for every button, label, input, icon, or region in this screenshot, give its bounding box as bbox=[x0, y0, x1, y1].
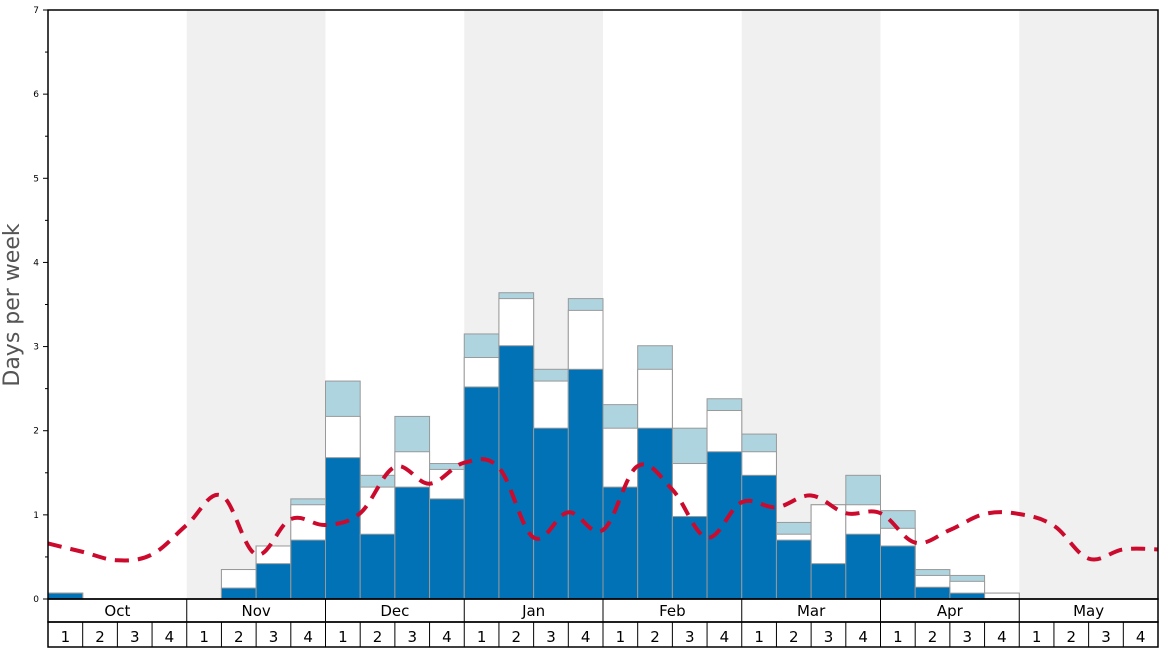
bar-primary bbox=[949, 592, 986, 600]
y-axis-label: Days per week bbox=[0, 223, 25, 386]
bar-primary bbox=[498, 345, 535, 600]
bar-primary bbox=[429, 498, 465, 600]
bars bbox=[47, 292, 1020, 600]
week-label: 3 bbox=[962, 628, 972, 646]
bar-primary bbox=[845, 533, 881, 600]
x-axis: Oct 1 2 3 4 Nov 1 2 3 4 Dec 1 2 3 4 Jan 1 2 3 4 Feb 1 2 3 4 Mar 1 2… bbox=[61, 599, 1146, 647]
month-label-oct: Oct bbox=[104, 602, 130, 620]
week-label: 4 bbox=[165, 628, 175, 646]
week-label: 1 bbox=[199, 628, 209, 646]
bar-primary bbox=[359, 533, 396, 600]
bar-secondary bbox=[984, 592, 1020, 600]
week-label: 2 bbox=[95, 628, 105, 646]
bar-primary bbox=[567, 368, 604, 600]
week-label: 1 bbox=[616, 628, 626, 646]
y-tick-label: 4 bbox=[33, 258, 39, 268]
bar-primary bbox=[706, 451, 743, 600]
week-label: 4 bbox=[303, 628, 313, 646]
bar-primary bbox=[914, 586, 951, 600]
week-label: 4 bbox=[720, 628, 730, 646]
bar-primary bbox=[463, 386, 500, 600]
y-tick-label: 5 bbox=[33, 174, 39, 184]
bar-primary bbox=[290, 539, 326, 600]
week-label: 2 bbox=[1067, 628, 1077, 646]
y-tick-label: 1 bbox=[33, 511, 39, 521]
week-label: 1 bbox=[754, 628, 764, 646]
week-label: 1 bbox=[477, 628, 487, 646]
week-label: 2 bbox=[373, 628, 383, 646]
week-label: 2 bbox=[512, 628, 522, 646]
week-label: 3 bbox=[269, 628, 279, 646]
bar-primary bbox=[637, 427, 673, 600]
week-label: 4 bbox=[581, 628, 591, 646]
week-label: 2 bbox=[650, 628, 660, 646]
bar-primary bbox=[880, 545, 916, 600]
week-label: 4 bbox=[1136, 628, 1146, 646]
bar-primary bbox=[255, 563, 292, 600]
bar-primary bbox=[810, 563, 847, 600]
week-label: 1 bbox=[338, 628, 348, 646]
y-tick-label: 3 bbox=[33, 343, 39, 353]
y-axis: 0 1 2 3 4 5 6 7 bbox=[33, 6, 49, 605]
week-label: 1 bbox=[893, 628, 903, 646]
week-label: 2 bbox=[928, 628, 938, 646]
month-label-dec: Dec bbox=[380, 602, 409, 620]
average-line-path bbox=[47, 457, 1159, 563]
y-tick-label: 0 bbox=[33, 595, 39, 605]
week-label: 2 bbox=[789, 628, 799, 646]
y-tick-label: 2 bbox=[33, 427, 39, 437]
week-label: 3 bbox=[407, 628, 417, 646]
bar-primary bbox=[220, 587, 257, 600]
bar-primary bbox=[602, 486, 639, 600]
month-label-jan: Jan bbox=[521, 602, 545, 620]
bar-primary bbox=[47, 592, 84, 600]
month-band-may bbox=[1019, 10, 1158, 599]
week-label: 2 bbox=[234, 628, 244, 646]
month-label-mar: Mar bbox=[797, 602, 826, 620]
week-label: 3 bbox=[546, 628, 556, 646]
average-line bbox=[47, 457, 1159, 563]
month-label-feb: Feb bbox=[659, 602, 686, 620]
week-label: 4 bbox=[442, 628, 452, 646]
bar-primary bbox=[775, 539, 812, 600]
week-label: 3 bbox=[685, 628, 695, 646]
week-label: 4 bbox=[858, 628, 868, 646]
week-label: 1 bbox=[61, 628, 71, 646]
month-label-may: May bbox=[1073, 602, 1104, 620]
y-tick-label: 7 bbox=[33, 6, 39, 16]
bar-primary bbox=[325, 457, 361, 600]
bar-primary bbox=[741, 474, 777, 600]
bar-primary bbox=[394, 486, 431, 600]
month-label-apr: Apr bbox=[937, 602, 964, 620]
week-label: 3 bbox=[824, 628, 834, 646]
y-tick-label: 6 bbox=[33, 90, 39, 100]
week-label: 3 bbox=[130, 628, 140, 646]
month-label-nov: Nov bbox=[241, 602, 270, 620]
week-label: 3 bbox=[1101, 628, 1111, 646]
week-label: 1 bbox=[1032, 628, 1042, 646]
bar-primary bbox=[671, 516, 708, 600]
week-label: 4 bbox=[997, 628, 1007, 646]
